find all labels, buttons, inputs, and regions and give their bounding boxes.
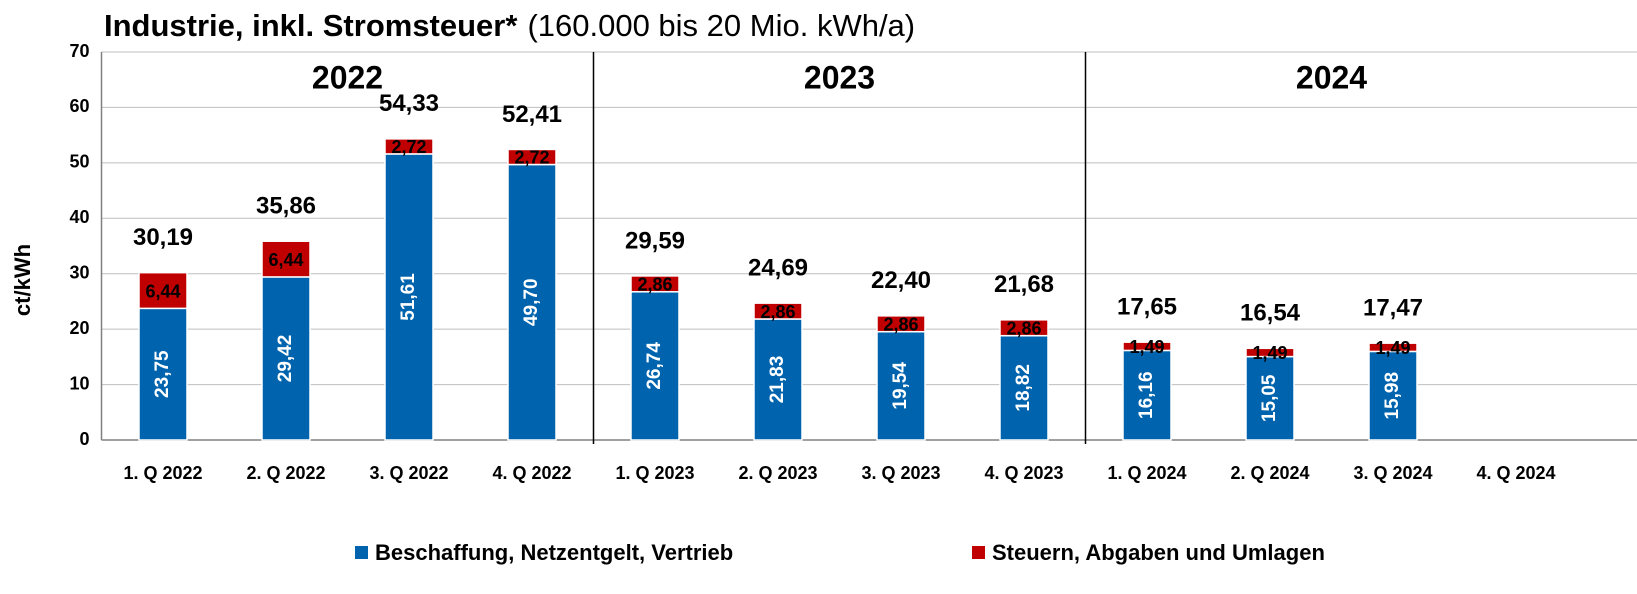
y-tick-label: 30 xyxy=(69,262,89,282)
bar-segment xyxy=(1245,355,1295,441)
bar-segment xyxy=(1122,341,1172,352)
value-label: 26,74 xyxy=(644,342,665,390)
value-label: 51,61 xyxy=(398,273,419,321)
subtitle: (160.000 bis 20 Mio. kWh/a) xyxy=(527,8,915,43)
x-tick-label: 2. Q 2022 xyxy=(246,463,325,483)
bar-segment xyxy=(261,276,311,441)
x-tick-label: 4. Q 2023 xyxy=(984,463,1063,483)
total-label: 54,33 xyxy=(379,90,439,117)
x-tick-label: 3. Q 2024 xyxy=(1353,463,1432,483)
value-label: 2,86 xyxy=(883,315,918,335)
total-label: 17,65 xyxy=(1117,294,1177,321)
bar-segment xyxy=(999,319,1049,337)
bar-segment xyxy=(1368,342,1418,353)
year-label: 2022 xyxy=(312,59,383,95)
y-tick-label: 10 xyxy=(69,373,89,393)
value-label: 29,42 xyxy=(275,335,296,383)
bar-segment xyxy=(138,271,188,310)
x-tick-label: 4. Q 2024 xyxy=(1476,463,1555,483)
value-label: 21,83 xyxy=(767,356,788,404)
x-tick-label: 1. Q 2022 xyxy=(123,463,202,483)
value-label: 6,44 xyxy=(145,281,180,301)
year-label: 2023 xyxy=(804,59,875,95)
x-tick-label: 3. Q 2023 xyxy=(861,463,940,483)
value-label: 2,72 xyxy=(391,137,426,157)
bar-segment xyxy=(384,138,434,155)
legend-swatch xyxy=(355,546,368,559)
x-tick-label: 4. Q 2022 xyxy=(492,463,571,483)
bar-segment xyxy=(261,240,311,278)
total-label: 17,47 xyxy=(1363,295,1423,322)
total-label: 35,86 xyxy=(256,193,316,220)
x-tick-label: 1. Q 2023 xyxy=(615,463,694,483)
value-label: 2,86 xyxy=(637,275,672,295)
bar-segment xyxy=(507,163,557,441)
value-label: 2,72 xyxy=(514,148,549,168)
bar-segment xyxy=(630,275,680,293)
bar-segment xyxy=(876,315,926,333)
value-label: 1,49 xyxy=(1252,343,1287,363)
value-label: 18,82 xyxy=(1013,364,1034,412)
value-label: 2,86 xyxy=(760,302,795,322)
chart-title: Industrie, inkl. Stromsteuer* (160.000 bi… xyxy=(104,8,915,43)
value-label: 49,70 xyxy=(521,278,542,326)
bar-segment xyxy=(507,148,557,166)
bar-segment xyxy=(753,302,803,320)
x-tick-label: 2. Q 2023 xyxy=(738,463,817,483)
bar-segment xyxy=(1122,349,1172,441)
value-label: 1,49 xyxy=(1375,338,1410,358)
y-tick-label: 20 xyxy=(69,318,89,338)
bar-segment xyxy=(753,318,803,441)
value-label: 1,49 xyxy=(1129,337,1164,357)
value-label: 2,86 xyxy=(1006,319,1041,339)
total-label: 24,69 xyxy=(748,254,808,281)
y-axis-label: ct/kWh xyxy=(10,244,35,316)
y-tick-label: 70 xyxy=(69,41,89,61)
value-label: 15,98 xyxy=(1382,372,1403,420)
total-label: 30,19 xyxy=(133,224,193,251)
x-tick-label: 3. Q 2022 xyxy=(369,463,448,483)
y-tick-label: 0 xyxy=(79,429,89,449)
x-tick-label: 2. Q 2024 xyxy=(1230,463,1309,483)
value-label: 16,16 xyxy=(1136,371,1157,419)
total-label: 22,40 xyxy=(871,267,931,294)
bar-segment xyxy=(1245,347,1295,358)
y-tick-label: 40 xyxy=(69,207,89,227)
title: Industrie, inkl. Stromsteuer* xyxy=(104,8,518,43)
bar-segment xyxy=(876,330,926,441)
total-label: 29,59 xyxy=(625,227,685,254)
total-label: 52,41 xyxy=(502,101,562,128)
bar-segment xyxy=(1368,350,1418,441)
legend-label: Beschaffung, Netzentgelt, Vertrieb xyxy=(375,540,733,565)
value-label: 15,05 xyxy=(1259,374,1280,422)
value-label: 6,44 xyxy=(268,250,303,270)
y-tick-label: 60 xyxy=(69,96,89,116)
bar-segment xyxy=(138,307,188,441)
y-tick-label: 50 xyxy=(69,152,89,172)
legend-label: Steuern, Abgaben und Umlagen xyxy=(992,540,1325,565)
legend-swatch xyxy=(972,546,985,559)
bar-segment xyxy=(999,334,1049,441)
x-tick-label: 1. Q 2024 xyxy=(1107,463,1186,483)
value-label: 19,54 xyxy=(890,362,911,410)
value-label: 23,75 xyxy=(152,350,173,398)
bar-segment xyxy=(384,153,434,441)
total-label: 16,54 xyxy=(1240,300,1301,327)
total-label: 21,68 xyxy=(994,271,1054,298)
year-label: 2024 xyxy=(1296,59,1367,95)
